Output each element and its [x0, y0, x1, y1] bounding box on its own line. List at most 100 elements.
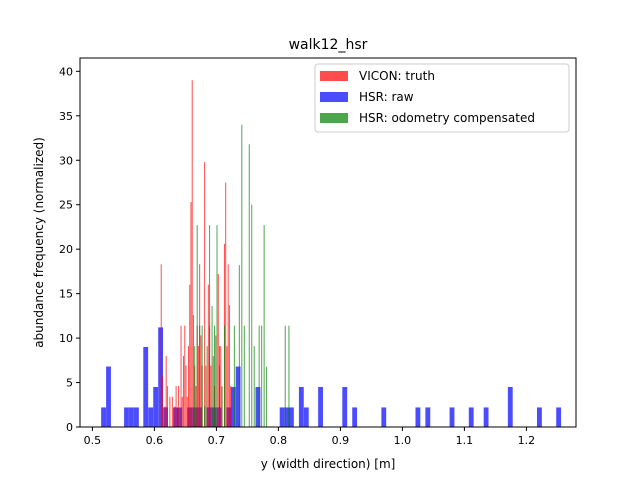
histogram-bar [223, 325, 225, 427]
histogram-bar [197, 346, 199, 427]
histogram-bar [185, 365, 187, 427]
x-axis-ticks: 0.5 0.6 0.7 0.8 0.9 1.0 1.1 1.2 [84, 427, 536, 447]
y-tick-label: 20 [59, 243, 73, 256]
histogram-bar [166, 386, 168, 427]
histogram-bar [214, 325, 216, 427]
series-2 [194, 124, 290, 427]
histogram-bar [181, 396, 183, 427]
histogram-bar [215, 335, 217, 427]
histogram-bar [205, 365, 207, 427]
histogram-bar [425, 407, 431, 427]
histogram-bar [288, 325, 290, 427]
histogram-bar [196, 225, 198, 427]
histogram-bar [165, 355, 167, 427]
histogram-bar [266, 366, 268, 427]
histogram-bar [468, 407, 474, 427]
y-axis-ticks: 0 5 10 15 20 25 30 35 40 [59, 65, 80, 434]
histogram-bar [195, 386, 197, 427]
histogram-bar [204, 162, 206, 427]
histogram-bar [178, 386, 180, 427]
legend-swatch [320, 92, 348, 102]
chart-title: walk12_hsr [289, 37, 368, 53]
histogram-bar [227, 264, 229, 427]
histogram-bar [238, 265, 240, 427]
histogram-bar [415, 407, 421, 427]
y-axis-label: abundance frequency (normalized) [32, 137, 46, 348]
histogram-bar [216, 225, 218, 427]
plot-frame [79, 57, 577, 428]
histogram-bar [206, 346, 208, 427]
histogram-bar [483, 407, 489, 427]
x-tick-label: 0.7 [208, 434, 226, 447]
legend-label: HSR: raw [359, 90, 414, 104]
y-tick-label: 35 [59, 110, 73, 123]
histogram-bar [381, 407, 387, 427]
histogram-bar [161, 376, 163, 427]
histogram-bar [243, 325, 245, 427]
y-tick-label: 40 [59, 65, 73, 78]
histogram-bar [189, 284, 191, 427]
histogram-bar [212, 355, 214, 427]
histogram-bar [211, 407, 217, 427]
x-tick-label: 0.5 [84, 434, 102, 447]
y-tick-label: 10 [59, 332, 73, 345]
histogram-bar [235, 366, 241, 427]
histogram-bar [160, 264, 162, 427]
histogram-bar [180, 325, 182, 427]
histogram-bar [284, 407, 290, 427]
x-tick-label: 0.9 [332, 434, 350, 447]
y-tick-label: 0 [66, 421, 73, 434]
histogram-bar [124, 407, 129, 427]
histogram-bar [258, 325, 260, 427]
histogram-bar [255, 386, 261, 427]
histogram-bar [217, 274, 219, 427]
histogram-bar [163, 407, 168, 427]
histogram-bar [194, 346, 196, 427]
histogram-bar [221, 386, 223, 427]
histogram-bar [206, 407, 212, 427]
histogram-bar [230, 386, 232, 427]
legend-swatch [320, 113, 348, 123]
histogram-bar [199, 325, 201, 427]
histogram-bar [204, 406, 206, 427]
histogram-bar [342, 386, 348, 427]
histogram-bar [177, 407, 183, 427]
histogram-bar [220, 346, 222, 427]
histogram-bar [303, 407, 309, 427]
histogram-bar [201, 325, 203, 427]
histogram-bar [261, 325, 263, 427]
histogram-bar [263, 225, 265, 427]
histogram-bar [279, 407, 285, 427]
x-tick-label: 0.8 [270, 434, 288, 447]
histogram-bar [219, 346, 220, 427]
histogram-bar [216, 407, 222, 427]
x-tick-label: 0.6 [146, 434, 164, 447]
histogram-bar [175, 386, 177, 427]
histogram-bar [153, 386, 159, 427]
histogram-bar [449, 407, 455, 427]
histogram-bar [190, 202, 192, 427]
histogram-bars [101, 80, 562, 427]
histogram-bar [284, 325, 286, 427]
legend-swatch [320, 71, 348, 81]
histogram-bar [230, 386, 236, 427]
series-0 [101, 327, 562, 427]
histogram-bar [183, 355, 185, 427]
histogram-bar [174, 406, 176, 427]
histogram-bar [173, 407, 178, 427]
x-tick-label: 1.2 [518, 434, 536, 447]
histogram-bar [241, 124, 243, 427]
y-tick-label: 25 [59, 199, 73, 212]
histogram-bar [226, 346, 228, 427]
histogram-bar [507, 386, 513, 427]
legend-label: HSR: odometry compensated [359, 111, 535, 125]
histogram-bar [298, 386, 304, 427]
histogram-bar [225, 182, 227, 427]
histogram-bar [318, 386, 323, 427]
histogram-bar [171, 396, 173, 427]
histogram-bar [191, 80, 193, 427]
legend-label: VICON: truth [359, 69, 435, 83]
histogram-bar [248, 144, 250, 427]
legend: VICON: truth HSR: raw HSR: odometry compen… [314, 63, 570, 133]
